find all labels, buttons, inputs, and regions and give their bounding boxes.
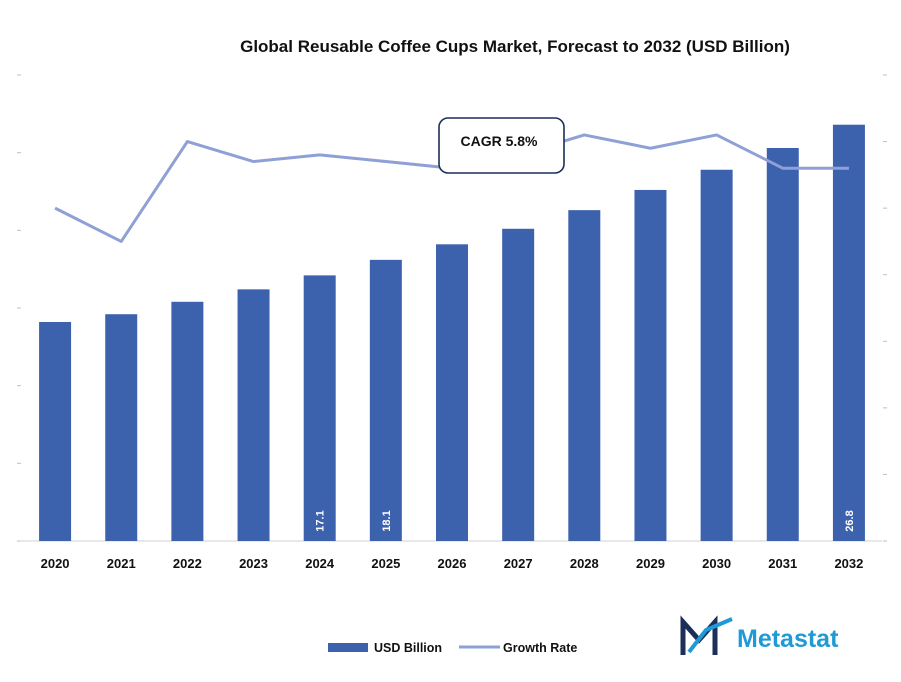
bar-2022 xyxy=(171,301,204,541)
bar-data-label: 26.8 xyxy=(844,510,856,531)
x-tick-label: 2029 xyxy=(636,556,665,571)
x-tick-label: 2031 xyxy=(768,556,797,571)
x-tick-label: 2026 xyxy=(438,556,467,571)
bar-2020 xyxy=(39,321,72,541)
chart-title: Global Reusable Coffee Cups Market, Fore… xyxy=(240,37,790,56)
bar-series xyxy=(39,124,865,542)
bar-2029 xyxy=(634,189,667,542)
x-tick-label: 2024 xyxy=(305,556,335,571)
bar-2028 xyxy=(568,210,601,541)
bar-2026 xyxy=(436,244,468,541)
legend: USD Billion Growth Rate xyxy=(328,641,577,655)
legend-swatch-bars xyxy=(328,643,368,652)
x-tick-label: 2028 xyxy=(570,556,599,571)
x-tick-label: 2030 xyxy=(702,556,731,571)
cagr-box xyxy=(438,117,565,174)
bar-2021 xyxy=(105,314,138,541)
x-tick-label: 2023 xyxy=(239,556,268,571)
bar-2032 xyxy=(832,124,865,541)
x-tick-label: 2022 xyxy=(173,556,202,571)
bar-2023 xyxy=(237,289,270,541)
bar-data-label: 17.1 xyxy=(315,510,327,531)
legend-label-bars: USD Billion xyxy=(374,641,442,655)
brand-logo: Metastat xyxy=(680,615,839,655)
x-tick-label: 2027 xyxy=(504,556,533,571)
x-tick-label: 2020 xyxy=(41,556,70,571)
x-tick-label: 2025 xyxy=(371,556,400,571)
bar-2027 xyxy=(502,228,535,541)
bar-2030 xyxy=(700,169,733,541)
x-axis-ticks: 2020 2021 2022 2023 2024 2025 2026 2027 2028 2029… xyxy=(41,556,864,571)
cagr-callout: CAGR 5.8% xyxy=(438,117,565,174)
bar-data-label: 18.1 xyxy=(381,510,393,531)
cagr-label: CAGR 5.8% xyxy=(460,133,538,149)
x-tick-label: 2032 xyxy=(834,556,863,571)
bar-data-labels: 17.1 18.1 26.8 xyxy=(315,510,856,531)
brand-name: Metastat xyxy=(737,625,839,653)
right-axis-ticks xyxy=(883,74,887,542)
left-axis-ticks xyxy=(17,74,21,542)
bar-2031 xyxy=(766,148,799,542)
legend-label-line: Growth Rate xyxy=(503,641,577,655)
bar-2025 xyxy=(369,259,402,541)
metastat-m-logo-icon xyxy=(680,615,733,655)
bar-2024 xyxy=(303,275,336,541)
x-tick-label: 2021 xyxy=(107,556,136,571)
